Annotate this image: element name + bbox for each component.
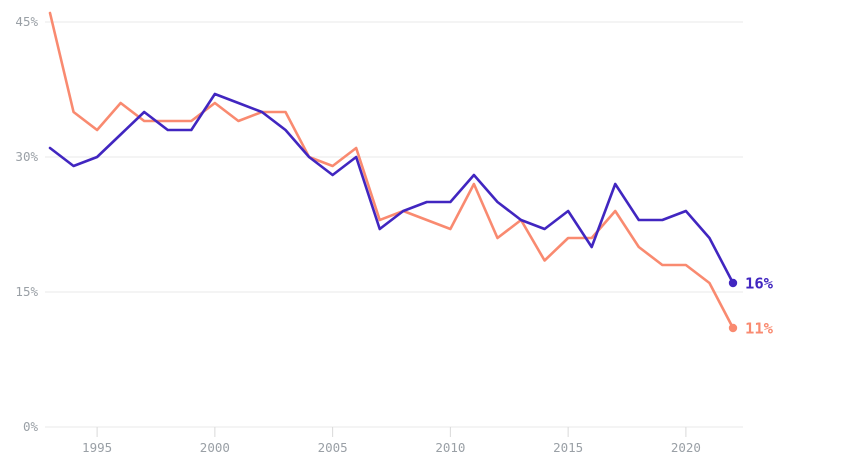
- series-end-label-salmon: 11%: [745, 320, 774, 338]
- y-tick-label: 0%: [23, 419, 39, 434]
- y-tick-label: 15%: [15, 284, 38, 299]
- y-tick-label: 30%: [15, 149, 38, 164]
- x-tick-label: 2010: [435, 440, 465, 455]
- series-line-salmon: [48, 11, 735, 330]
- y-tick-label: 45%: [15, 14, 38, 29]
- x-tick-label: 2015: [553, 440, 583, 455]
- x-tick-label: 1995: [82, 440, 112, 455]
- series-endpoint-dot-purple: [728, 278, 738, 288]
- x-tick-label: 2020: [671, 440, 701, 455]
- series-line-purple: [48, 92, 735, 285]
- series-end-label-purple: 16%: [745, 275, 774, 293]
- series-endpoint-dot-salmon: [728, 323, 738, 333]
- x-tick-label: 2000: [200, 440, 230, 455]
- x-tick-label: 2005: [318, 440, 348, 455]
